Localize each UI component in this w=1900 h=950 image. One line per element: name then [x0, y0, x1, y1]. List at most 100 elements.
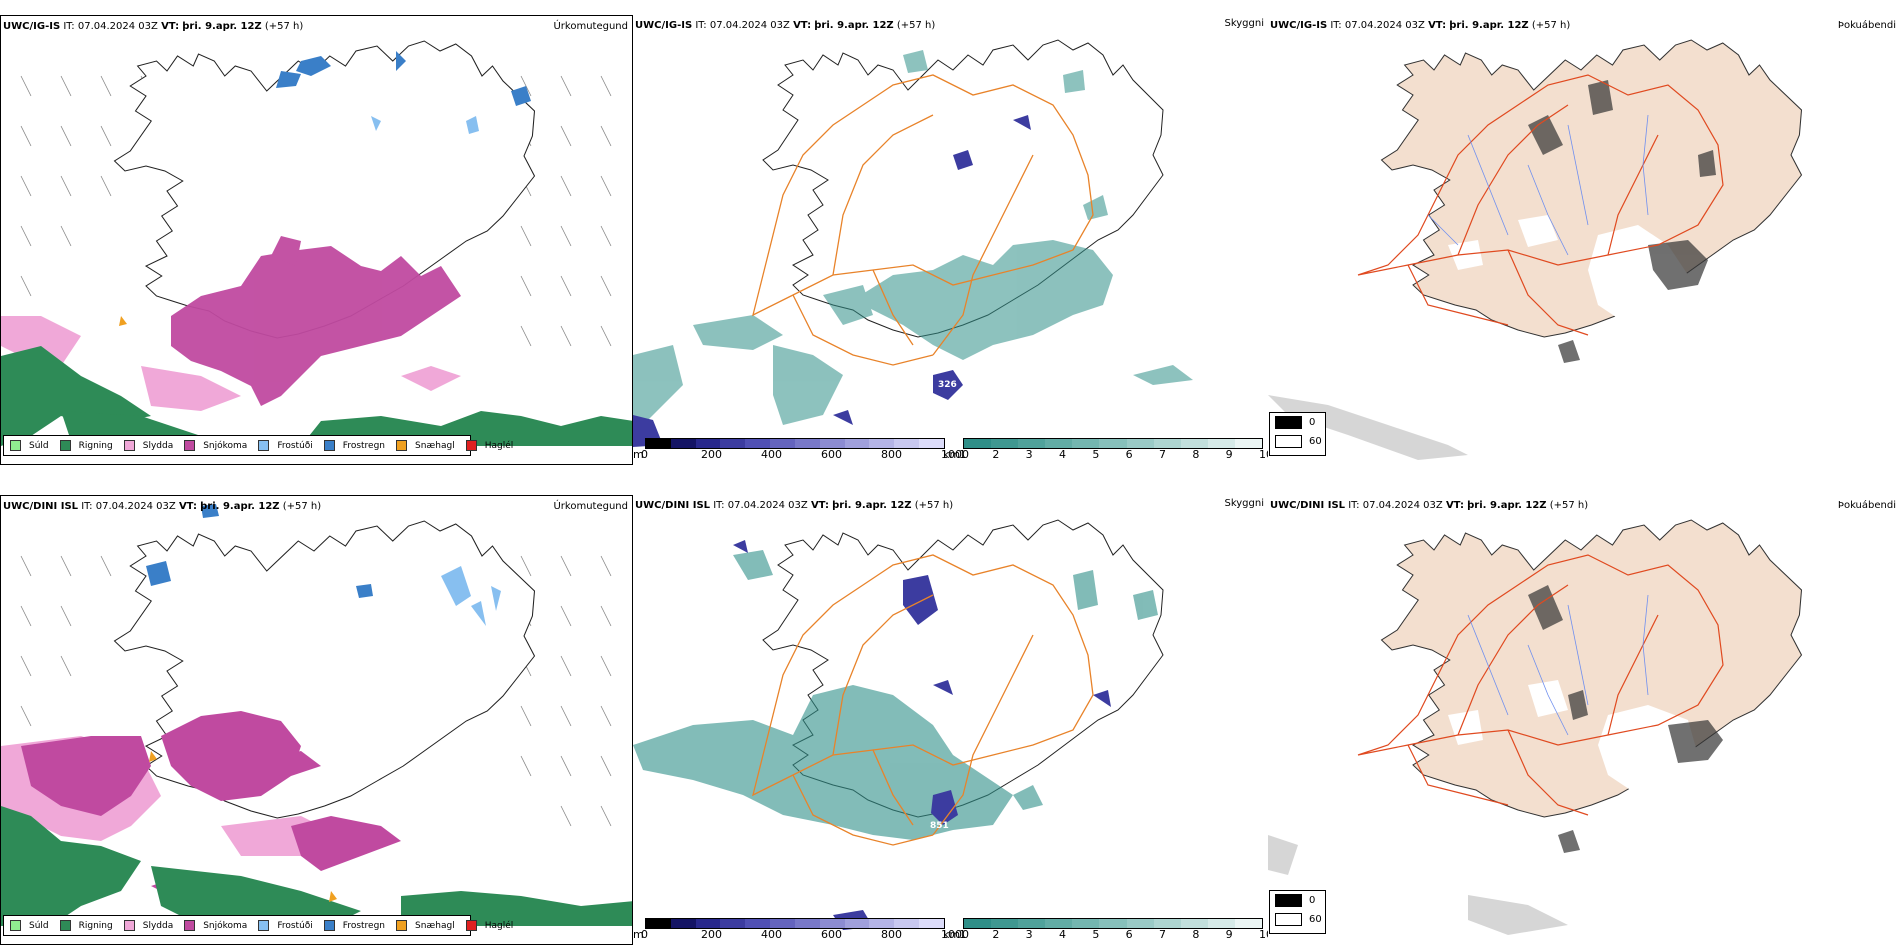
- vt-value: þri. 9.apr. 12Z: [814, 20, 894, 31]
- model-name: UWC/IG-IS: [635, 20, 693, 31]
- precip-map-top: [1, 40, 632, 446]
- legend-swatch: [323, 440, 335, 451]
- fog-scale-top: 0 60: [1269, 412, 1326, 456]
- colorbar-tick-label: 5: [1092, 448, 1100, 461]
- colorbar-step: [819, 439, 845, 448]
- legend-item: Haglél: [465, 440, 514, 451]
- legend-swatch: [10, 920, 21, 931]
- colorbar-step: [794, 439, 820, 448]
- colorbar-step: [745, 919, 771, 928]
- legend-label: Slydda: [142, 440, 174, 451]
- colorbar-step: [964, 439, 992, 448]
- legend-label: Snæhagl: [415, 920, 455, 931]
- legend-label: Frostregn: [342, 440, 386, 451]
- vis-unit-m-bottom: m: [633, 928, 644, 941]
- colorbar-tick-label: 0: [641, 928, 648, 941]
- colorbar-step: [1072, 919, 1100, 928]
- colorbar-tick-label: 400: [761, 448, 782, 461]
- legend-swatch: [59, 440, 71, 451]
- colorbar-step: [1126, 919, 1154, 928]
- visibility-title-top: Skyggni: [1224, 18, 1264, 29]
- legend-item: Haglél: [465, 920, 514, 931]
- precip-title-bottom: Úrkomutegund: [553, 501, 628, 512]
- fog-map-top: [1268, 39, 1803, 460]
- colorbar-tick-label: 6: [1125, 448, 1133, 461]
- colorbar-step: [1180, 439, 1208, 448]
- colorbar-step: [794, 919, 820, 928]
- colorbar-step: [1099, 919, 1127, 928]
- legend-swatch: [258, 440, 270, 451]
- it-label: IT:: [1348, 500, 1360, 511]
- colorbar-step: [844, 439, 870, 448]
- colorbar-tick-label: 200: [701, 448, 722, 461]
- vt-label: VT:: [1445, 500, 1464, 511]
- vt-label: VT:: [810, 500, 829, 511]
- legend-item: Snjókoma: [184, 440, 247, 451]
- vt-label: VT:: [793, 20, 812, 31]
- it-label: IT:: [63, 21, 75, 32]
- legend-item: Snjókoma: [184, 920, 247, 931]
- colorbar-tick-label: 200: [701, 928, 722, 941]
- colorbar-step: [1099, 439, 1127, 448]
- fog-panel-top: UWC/IG-IS IT: 07.04.2024 03Z VT: þri. 9.…: [1268, 15, 1900, 465]
- colorbar-step: [894, 919, 920, 928]
- visibility-header-top: UWC/IG-IS IT: 07.04.2024 03Z VT: þri. 9.…: [635, 20, 935, 32]
- vis-colorbar-km-bottom: [963, 918, 1263, 929]
- lead-time: (+57 h): [264, 21, 304, 32]
- visibility-panel-top: Skyggni UWC/IG-IS IT: 07.04.2024 03Z VT:…: [633, 15, 1268, 465]
- colorbar-tick-label: 1: [959, 928, 966, 941]
- visibility-header-bottom: UWC/DINI ISL IT: 07.04.2024 03Z VT: þri.…: [635, 500, 953, 512]
- it-value: 07.04.2024 03Z: [727, 500, 808, 511]
- vt-value: þri. 9.apr. 12Z: [1449, 20, 1529, 31]
- colorbar-tick-label: 800: [881, 448, 902, 461]
- fog-scale-row-60: 60: [1270, 910, 1325, 929]
- colorbar-step: [1018, 919, 1046, 928]
- colorbar-step: [695, 919, 721, 928]
- legend-item: Snæhagl: [396, 440, 455, 451]
- legend-item: Snæhagl: [396, 920, 455, 931]
- fog-scale-label: 60: [1309, 436, 1322, 447]
- lead-time: (+57 h): [1531, 20, 1571, 31]
- vt-label: VT:: [1428, 20, 1447, 31]
- legend-label: Frostúði: [277, 920, 313, 931]
- colorbar-step: [646, 439, 671, 448]
- colorbar-step: [1045, 439, 1073, 448]
- it-value: 07.04.2024 03Z: [95, 501, 176, 512]
- model-name: UWC/DINI ISL: [1270, 500, 1346, 511]
- precip-title-top: Úrkomutegund: [553, 21, 628, 32]
- fog-scale-row-60: 60: [1270, 432, 1325, 451]
- vis-unit-m-top: m: [633, 448, 644, 461]
- colorbar-step: [1153, 439, 1181, 448]
- lead-time: (+57 h): [896, 20, 936, 31]
- visibility-map-top: [633, 39, 1193, 447]
- legend-label: Haglél: [484, 920, 514, 931]
- vt-value: þri. 9.apr. 12Z: [200, 501, 280, 512]
- legend-item: Frostúði: [258, 440, 313, 451]
- legend-label: Haglél: [484, 440, 514, 451]
- colorbar-tick-label: 6: [1125, 928, 1133, 941]
- colorbar-step: [770, 439, 795, 448]
- visibility-map-bottom: [633, 519, 1164, 930]
- colorbar-tick-label: 10: [1259, 448, 1268, 461]
- colorbar-tick-label: 1000: [941, 928, 969, 941]
- colorbar-step: [770, 919, 795, 928]
- legend-label: Frostúði: [277, 440, 313, 451]
- legend-label: Súld: [29, 920, 49, 931]
- vis-unit-km-top: km: [943, 448, 961, 461]
- precip-header-bottom: UWC/DINI ISL IT: 07.04.2024 03Z VT: þri.…: [3, 501, 321, 513]
- colorbar-step: [1072, 439, 1100, 448]
- colorbar-tick-label: 7: [1159, 928, 1166, 941]
- colorbar-step: [1045, 919, 1073, 928]
- it-value: 07.04.2024 03Z: [1362, 500, 1443, 511]
- legend-swatch: [465, 920, 477, 931]
- colorbar-tick-label: 9: [1225, 448, 1233, 461]
- fog-header-top: UWC/IG-IS IT: 07.04.2024 03Z VT: þri. 9.…: [1270, 20, 1570, 32]
- legend-swatch: [396, 920, 408, 931]
- colorbar-step: [745, 439, 771, 448]
- colorbar-tick-label: 400: [761, 928, 782, 941]
- colorbar-step: [991, 439, 1019, 448]
- colorbar-tick-label: 8: [1192, 448, 1200, 461]
- colorbar-step: [919, 919, 944, 928]
- colorbar-tick-label: 1000: [941, 448, 969, 461]
- legend-label: Snjókoma: [203, 440, 248, 451]
